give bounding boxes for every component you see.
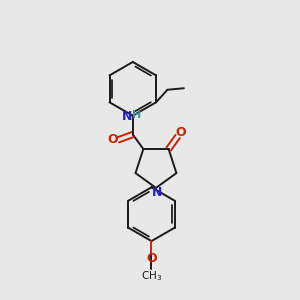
Text: O: O xyxy=(176,126,186,139)
Text: H: H xyxy=(132,110,141,120)
Text: O: O xyxy=(146,253,157,266)
Text: O: O xyxy=(108,133,118,146)
Text: CH$_3$: CH$_3$ xyxy=(141,269,162,283)
Text: N: N xyxy=(152,186,162,199)
Text: N: N xyxy=(122,110,133,123)
